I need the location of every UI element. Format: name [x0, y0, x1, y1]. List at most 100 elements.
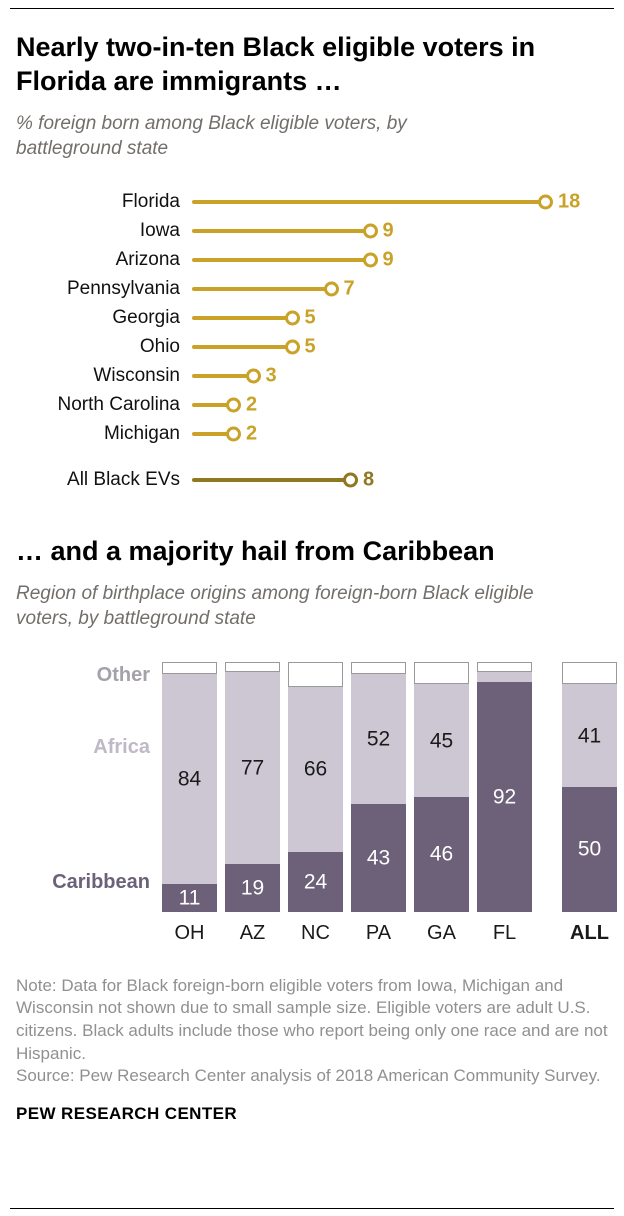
- stacked-bar-chart: Other Africa Caribbean 84 11 OH 77 19 AZ 66 24 NC 5…: [16, 661, 617, 945]
- chart1-title: Nearly two-in-ten Black eligible voters …: [16, 32, 536, 96]
- segment-value-label: 52: [366, 727, 391, 751]
- lollipop-category-label: Arizona: [115, 249, 180, 271]
- lollipop-track: 9: [192, 217, 608, 246]
- bottom-rule: [10, 1208, 614, 1209]
- segment-value-label: 11: [178, 886, 201, 910]
- stacked-bar: 41 50: [562, 661, 617, 912]
- lollipop-track: 9: [192, 246, 608, 275]
- chart2-title: … and a majority hail from Caribbean: [16, 535, 495, 566]
- lollipop-dot: [362, 252, 378, 268]
- segment-value-label: 50: [577, 837, 602, 861]
- lollipop-value: 2: [246, 422, 258, 445]
- lollipop-value: 9: [382, 248, 394, 271]
- lollipop-track: 2: [192, 391, 608, 420]
- lollipop-dot: [343, 472, 358, 488]
- lollipop-dot: [323, 281, 339, 297]
- lollipop-line: [192, 200, 543, 205]
- lollipop-row: Pennsylvania 7: [16, 275, 608, 304]
- lollipop-line: [192, 229, 368, 234]
- bar-column: 84 11 OH: [162, 661, 217, 945]
- lollipop-line: [192, 403, 231, 408]
- segment-africa: 52: [351, 674, 406, 805]
- segment-africa: 66: [288, 686, 343, 852]
- lollipop-category-label: Iowa: [139, 220, 180, 242]
- lollipop-line: [192, 432, 231, 437]
- lollipop-row: Georgia 5: [16, 304, 608, 333]
- bar-column: 77 19 AZ: [225, 661, 280, 945]
- segment-value-label: 24: [303, 870, 328, 894]
- source-text: Source: Pew Research Center analysis of …: [16, 1066, 601, 1086]
- lollipop-value: 3: [265, 364, 277, 387]
- segment-africa: 45: [414, 684, 469, 797]
- segment-value-label: 41: [577, 724, 602, 748]
- segment-value-label: 43: [366, 846, 391, 870]
- lollipop-value: 2: [246, 393, 258, 416]
- series-label-caribbean: Caribbean: [52, 870, 150, 893]
- stacked-bar: 84 11: [162, 661, 217, 912]
- bars-area: 84 11 OH 77 19 AZ 66 24 NC 52 43 PA 45 46 GA 92 FL 41 50 AL…: [162, 661, 617, 945]
- lollipop-dot: [538, 194, 553, 210]
- lollipop-row: Wisconsin 3: [16, 362, 608, 391]
- lollipop-track: 3: [192, 362, 608, 391]
- lollipop-line: [192, 316, 290, 321]
- stacked-bar: 92: [477, 661, 532, 912]
- segment-value-label: 84: [177, 767, 202, 791]
- segment-other: [288, 661, 343, 687]
- segment-caribbean: 92: [477, 681, 532, 912]
- lollipop-dot: [362, 223, 378, 239]
- lollipop-track: 7: [192, 275, 608, 304]
- lollipop-value: 18: [558, 190, 581, 213]
- segment-value-label: 19: [240, 876, 265, 900]
- bar-category-label: OH: [174, 921, 205, 944]
- lollipop-track: 18: [192, 188, 608, 217]
- segment-other: [225, 661, 280, 672]
- lollipop-dot: [284, 339, 300, 355]
- lollipop-row-summary: All Black EVs 8: [16, 466, 608, 495]
- lollipop-line: [192, 287, 329, 292]
- segment-value-label: 77: [240, 756, 265, 780]
- lollipop-category-label: Michigan: [103, 423, 180, 445]
- lollipop-category-label: North Carolina: [57, 394, 181, 416]
- top-rule: [10, 8, 614, 9]
- chart1-subtitle: % foreign born among Black eligible vote…: [16, 112, 407, 160]
- lollipop-line: [192, 478, 348, 483]
- bar-column: 41 50 ALL: [562, 661, 617, 945]
- footer: Note: Data for Black foreign-born eligib…: [16, 975, 608, 1124]
- lollipop-track: 5: [192, 304, 608, 333]
- lollipop-track: 8: [192, 466, 608, 495]
- segment-value-label: 92: [492, 785, 517, 809]
- segment-other: [162, 661, 217, 675]
- lollipop-row: Ohio 5: [16, 333, 608, 362]
- segment-caribbean: 46: [414, 796, 469, 912]
- series-axis-labels: Other Africa Caribbean: [16, 662, 150, 912]
- lollipop-dot: [284, 310, 300, 326]
- lollipop-value: 7: [343, 277, 355, 300]
- lollipop-value: 8: [363, 468, 375, 491]
- segment-value-label: 45: [429, 729, 454, 753]
- segment-caribbean: 19: [225, 864, 280, 912]
- segment-africa: 77: [225, 671, 280, 865]
- segment-africa: [477, 671, 532, 682]
- segment-caribbean: 11: [162, 884, 217, 912]
- bar-category-label: FL: [492, 921, 517, 944]
- segment-caribbean: 43: [351, 804, 406, 912]
- lollipop-row: North Carolina 2: [16, 391, 608, 420]
- lollipop-category-label: Georgia: [112, 307, 180, 329]
- segment-other: [562, 661, 617, 685]
- lollipop-category-label: Florida: [121, 191, 180, 213]
- lollipop-value: 5: [304, 335, 316, 358]
- lollipop-value: 5: [304, 306, 316, 329]
- bar-category-label: NC: [301, 921, 330, 944]
- segment-other: [477, 661, 532, 672]
- lollipop-line: [192, 258, 368, 263]
- stacked-bar: 52 43: [351, 661, 406, 912]
- segment-other: [414, 661, 469, 685]
- series-label-africa: Africa: [93, 735, 150, 758]
- brand-footer: PEW RESEARCH CENTER: [16, 1103, 238, 1123]
- lollipop-row: Iowa 9: [16, 217, 608, 246]
- segment-caribbean: 24: [288, 851, 343, 912]
- lollipop-category-label: All Black EVs: [67, 469, 180, 491]
- lollipop-category-label: Pennsylvania: [66, 278, 180, 300]
- bar-column: 52 43 PA: [351, 661, 406, 945]
